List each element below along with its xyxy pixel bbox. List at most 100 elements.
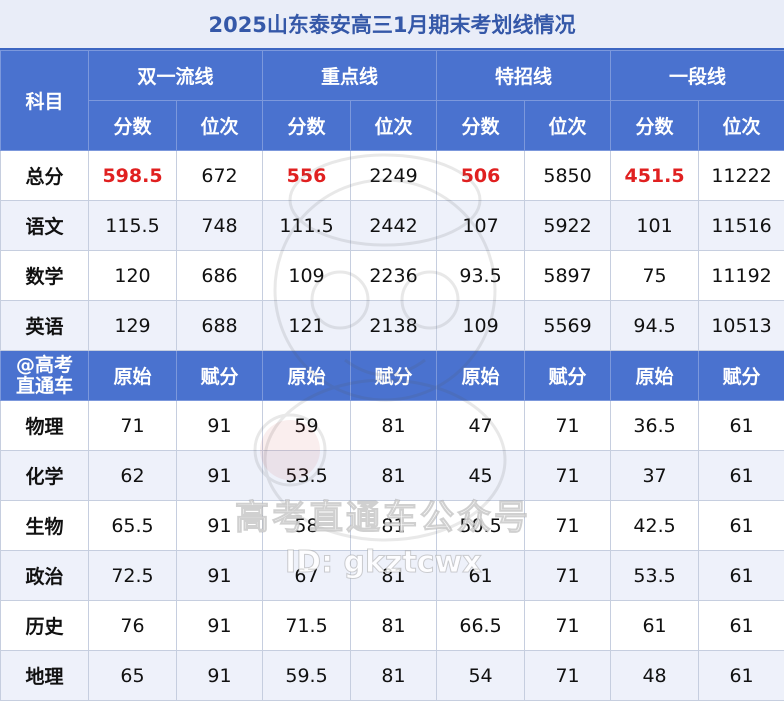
value-cell: 54 (436, 650, 526, 701)
value-cell: 71 (524, 650, 612, 701)
value-cell: 61 (698, 550, 784, 601)
value-cell: 59.5 (262, 650, 352, 701)
header-sub: 赋分 (175, 350, 264, 401)
value-cell: 2138 (350, 300, 438, 351)
value-cell: 107 (436, 200, 526, 251)
value-cell: 109 (436, 300, 526, 351)
table-row: 英语 129 688 121 2138 109 5569 94.5 10513 (0, 300, 784, 351)
table-row: 数学 120 686 109 2236 93.5 5897 75 11192 (0, 250, 784, 301)
value-cell: 686 (175, 250, 264, 301)
value-cell: 5897 (524, 250, 612, 301)
value-cell: 66.5 (436, 600, 526, 651)
header-sub: 分数 (262, 100, 352, 151)
table-row: 历史 76 91 71.5 81 66.5 71 61 61 (0, 600, 784, 651)
value-cell: 53.5 (610, 550, 700, 601)
value-cell: 48 (610, 650, 700, 701)
value-cell: 94.5 (610, 300, 700, 351)
page-title: 2025山东泰安高三1月期末考划线情况 (0, 0, 784, 50)
value-cell: 91 (175, 600, 264, 651)
value-cell: 2236 (350, 250, 438, 301)
table-row: 化学 62 91 53.5 81 45 71 37 61 (0, 450, 784, 501)
value-cell: 71 (524, 600, 612, 651)
value-cell: 91 (175, 450, 264, 501)
value-cell: 120 (88, 250, 177, 301)
table-row: 语文 115.5 748 111.5 2442 107 5922 101 11516 (0, 200, 784, 251)
value-cell: 67 (262, 550, 352, 601)
value-cell: 76 (88, 600, 177, 651)
value-cell: 50.5 (436, 500, 526, 551)
value-cell: 53.5 (262, 450, 352, 501)
value-cell: 71.5 (262, 600, 352, 651)
value-cell: 47 (436, 400, 526, 451)
header-group-1: 双一流线 (87, 50, 264, 101)
value-cell: 10513 (698, 300, 784, 351)
bottom-rows: 物理 71 91 59 81 47 71 36.5 61 化学 62 91 53.5 81 45 71 37 61… (0, 400, 784, 701)
table-row: 生物 65.5 91 58 81 50.5 71 42.5 61 (0, 500, 784, 551)
value-cell: 75 (610, 250, 700, 301)
value-cell: 61 (698, 400, 784, 451)
value-cell: 598.5 (88, 150, 177, 201)
logo-line-1: @高考 (15, 353, 73, 376)
value-cell: 61 (698, 450, 784, 501)
header-sub: 赋分 (524, 350, 612, 401)
table-row: 物理 71 91 59 81 47 71 36.5 61 (0, 400, 784, 451)
subject-cell: 生物 (0, 500, 89, 551)
header-row-groups: 科目 双一流线 重点线 特招线 一段线 (0, 50, 784, 151)
header-row-sub: 分数 位次 分数 位次 分数 位次 分数 位次 (1, 100, 784, 151)
value-cell: 61 (610, 600, 700, 651)
value-cell: 91 (175, 550, 264, 601)
header-sub: 原始 (610, 350, 700, 401)
subject-cell: 英语 (0, 300, 89, 351)
table-row: 地理 65 91 59.5 81 54 71 48 61 (0, 650, 784, 701)
header-sub: 赋分 (350, 350, 438, 401)
header-group-2: 重点线 (262, 50, 438, 101)
value-cell: 748 (175, 200, 264, 251)
value-cell: 71 (524, 450, 612, 501)
header-group-4: 一段线 (610, 50, 784, 101)
value-cell: 81 (350, 450, 438, 501)
value-cell: 42.5 (610, 500, 700, 551)
value-cell: 37 (610, 450, 700, 501)
subject-cell: 地理 (0, 650, 89, 701)
value-cell: 11516 (698, 200, 784, 251)
value-cell: 81 (350, 600, 438, 651)
value-cell: 115.5 (88, 200, 177, 251)
header-subject: 科目 (0, 50, 89, 151)
header-sub: 位次 (524, 100, 612, 151)
header-sub: 分数 (88, 100, 177, 151)
value-cell: 58 (262, 500, 352, 551)
value-cell: 36.5 (610, 400, 700, 451)
header-sub: 位次 (698, 100, 784, 151)
table-row: 政治 72.5 91 67 81 61 71 53.5 61 (0, 550, 784, 601)
subject-cell: 总分 (0, 150, 89, 201)
value-cell: 61 (436, 550, 526, 601)
value-cell: 71 (524, 550, 612, 601)
value-cell: 91 (175, 650, 264, 701)
subject-cell: 历史 (0, 600, 89, 651)
subject-cell: 政治 (0, 550, 89, 601)
value-cell: 45 (436, 450, 526, 501)
value-cell: 2442 (350, 200, 438, 251)
header-sub: 分数 (610, 100, 700, 151)
value-cell: 81 (350, 550, 438, 601)
header-sub: 赋分 (698, 350, 784, 401)
header-sub: 位次 (175, 100, 264, 151)
header-sub: 原始 (262, 350, 352, 401)
header-group-3: 特招线 (436, 50, 612, 101)
header-sub: 原始 (88, 350, 177, 401)
value-cell: 5922 (524, 200, 612, 251)
header-sub: 分数 (436, 100, 526, 151)
value-cell: 451.5 (610, 150, 700, 201)
value-cell: 91 (175, 500, 264, 551)
value-cell: 61 (698, 500, 784, 551)
logo-line-2: 直通车 (15, 374, 73, 397)
value-cell: 688 (175, 300, 264, 351)
value-cell: 59 (262, 400, 352, 451)
value-cell: 111.5 (262, 200, 352, 251)
value-cell: 81 (350, 400, 438, 451)
table-row: 总分 598.5 672 556 2249 506 5850 451.5 11222 (0, 150, 784, 201)
value-cell: 71 (524, 500, 612, 551)
value-cell: 65 (88, 650, 177, 701)
score-table: 科目 双一流线 重点线 特招线 一段线 分数 位次 分数 位次 分数 位次 分数… (0, 50, 784, 701)
